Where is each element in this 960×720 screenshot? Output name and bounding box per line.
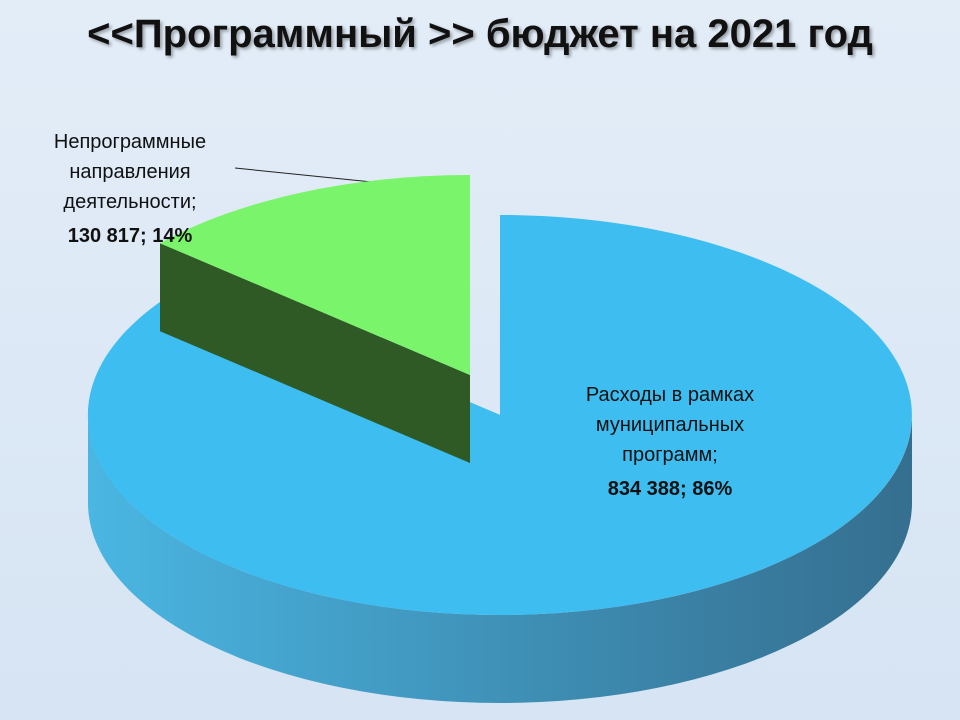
slice-label: Расходы в рамках муниципальных программ;… <box>555 380 785 504</box>
slice-cut-face <box>160 243 470 463</box>
value-label: 834 388; 86% <box>607 478 733 500</box>
leader-line <box>234 167 373 183</box>
value-label: 130 817; 14% <box>67 225 193 247</box>
pie-slice <box>87 215 912 615</box>
pie-slice <box>160 175 470 375</box>
slice-label: Непрограммные направления деятельности; 1… <box>15 127 245 251</box>
category-label: Непрограммные направления деятельности; <box>53 131 207 213</box>
category-label: Расходы в рамках муниципальных программ; <box>585 384 755 466</box>
chart-title: <<Программный >> бюджет на 2021 год <box>87 12 873 56</box>
slice-side <box>88 415 912 703</box>
